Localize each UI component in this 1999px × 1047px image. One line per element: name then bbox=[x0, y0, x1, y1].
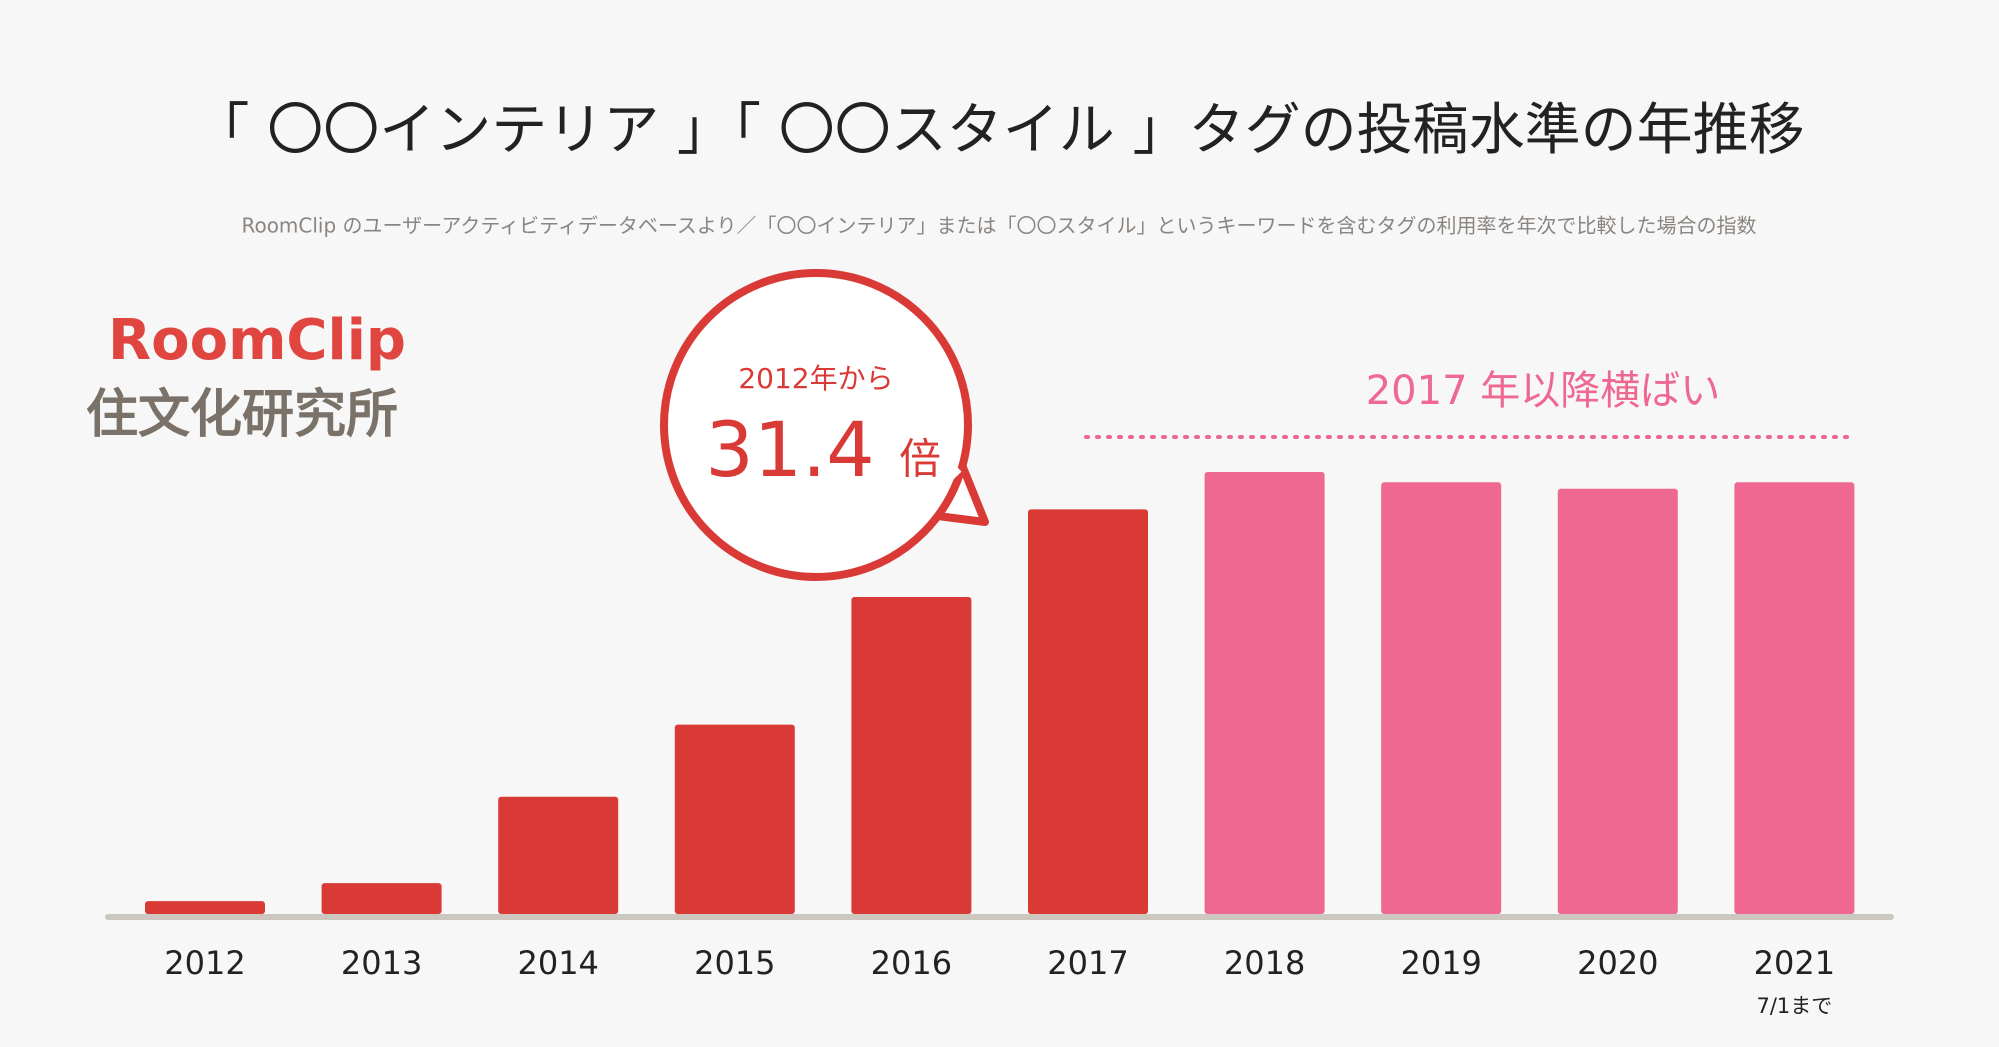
bar bbox=[851, 596, 972, 914]
callout-lead: 2012年から bbox=[738, 362, 893, 395]
x-tick-note: 7/1まで bbox=[1757, 994, 1833, 1018]
callout-join bbox=[921, 464, 962, 504]
x-tick-label: 2017 bbox=[1047, 944, 1128, 982]
bar bbox=[498, 796, 619, 914]
logo-lab: 住文化研究所 bbox=[86, 385, 398, 445]
x-tick-label: 2021 bbox=[1754, 944, 1835, 982]
x-tick-label: 2020 bbox=[1577, 944, 1658, 982]
callout-value: 31.4 bbox=[705, 405, 874, 494]
bar bbox=[1734, 482, 1855, 914]
x-tick-label: 2015 bbox=[694, 944, 775, 982]
bar bbox=[1381, 482, 1502, 914]
bar bbox=[674, 724, 795, 914]
x-tick-label: 2012 bbox=[164, 944, 245, 982]
callout-unit: 倍 bbox=[899, 435, 941, 484]
chart-subtitle: RoomClip のユーザーアクティビティデータベースより／「〇〇インテリア」ま… bbox=[241, 214, 1756, 238]
x-tick-label: 2018 bbox=[1224, 944, 1305, 982]
bar bbox=[1557, 488, 1678, 914]
annotation: 2017 年以降横ばい bbox=[1366, 368, 1721, 414]
x-tick-label: 2016 bbox=[871, 944, 952, 982]
bar bbox=[1028, 509, 1148, 914]
chart-title: 「 〇〇インテリア 」「 〇〇スタイル 」タグの投稿水準の年推移 bbox=[193, 98, 1804, 163]
bar bbox=[321, 883, 442, 914]
bar bbox=[145, 901, 265, 914]
logo-brand: RoomClip bbox=[108, 308, 406, 373]
bar bbox=[1204, 472, 1325, 914]
callout-circle bbox=[660, 269, 972, 581]
x-tick-label: 2014 bbox=[517, 944, 598, 982]
x-tick-label: 2013 bbox=[341, 944, 422, 982]
x-tick-label: 2019 bbox=[1400, 944, 1481, 982]
callout: 2012年から 31.4 倍 bbox=[660, 269, 989, 581]
